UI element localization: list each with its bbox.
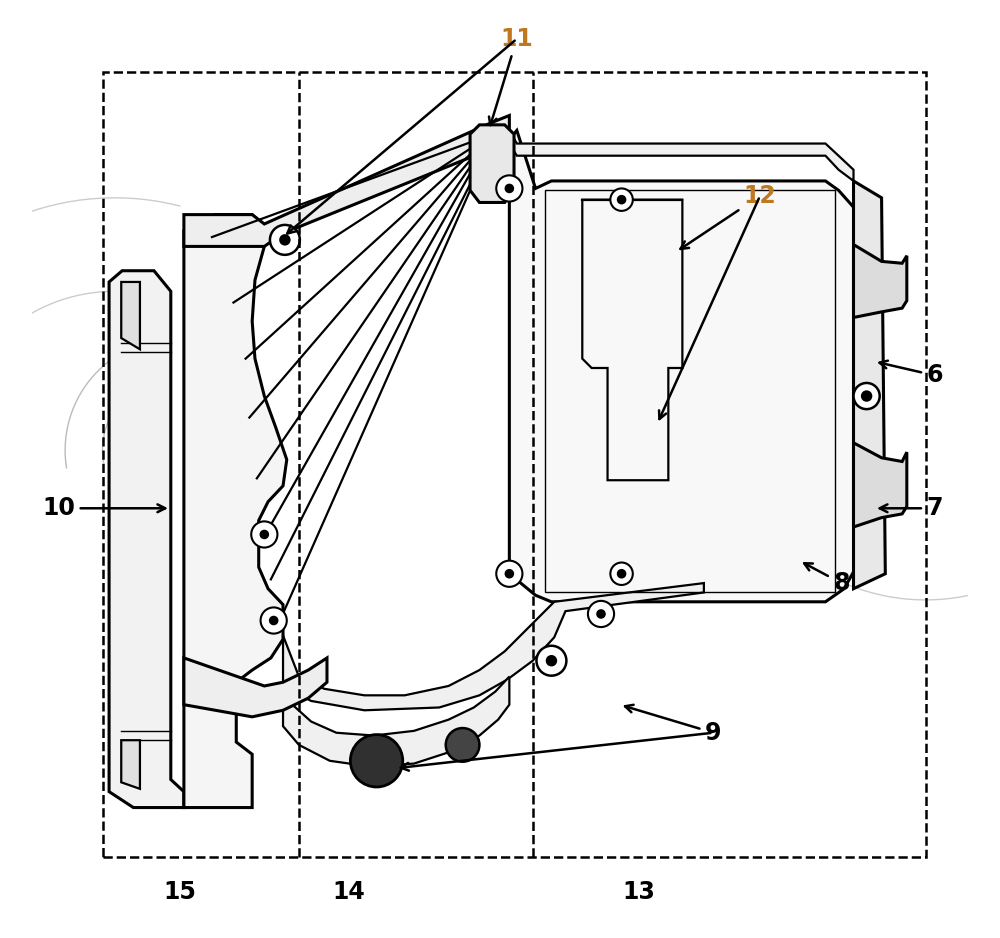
Polygon shape [509,130,854,181]
Text: 11: 11 [489,27,533,125]
Polygon shape [121,740,140,789]
Text: 15: 15 [164,880,197,903]
Text: 6: 6 [880,361,943,387]
Circle shape [618,196,625,204]
Text: 8: 8 [804,564,850,595]
Polygon shape [854,443,907,527]
Circle shape [862,391,871,401]
Circle shape [854,383,880,409]
Circle shape [536,645,566,675]
Circle shape [506,570,513,578]
Text: 14: 14 [332,880,365,903]
Polygon shape [184,658,327,717]
Text: 12: 12 [680,184,776,249]
Text: 9: 9 [625,704,721,745]
Polygon shape [509,130,854,602]
Circle shape [610,563,633,585]
Polygon shape [109,271,184,808]
Text: 7: 7 [880,496,943,521]
Circle shape [496,561,522,587]
Circle shape [261,608,287,633]
Circle shape [261,531,268,538]
Circle shape [547,656,556,665]
Circle shape [506,185,513,192]
Polygon shape [184,215,287,808]
Circle shape [350,734,403,787]
Circle shape [588,601,614,627]
Circle shape [446,728,479,762]
Circle shape [597,611,605,618]
Text: 10: 10 [42,496,165,521]
Circle shape [618,570,625,578]
Polygon shape [121,282,140,349]
Circle shape [270,225,300,255]
Polygon shape [854,245,907,317]
Circle shape [251,522,277,548]
Text: 13: 13 [622,880,655,903]
Polygon shape [854,181,885,589]
Circle shape [270,617,277,625]
Polygon shape [184,115,509,247]
Polygon shape [470,125,514,203]
Polygon shape [283,583,704,710]
Polygon shape [283,676,509,766]
Circle shape [610,189,633,211]
Circle shape [496,175,522,202]
Circle shape [280,235,290,245]
Bar [103,71,926,857]
